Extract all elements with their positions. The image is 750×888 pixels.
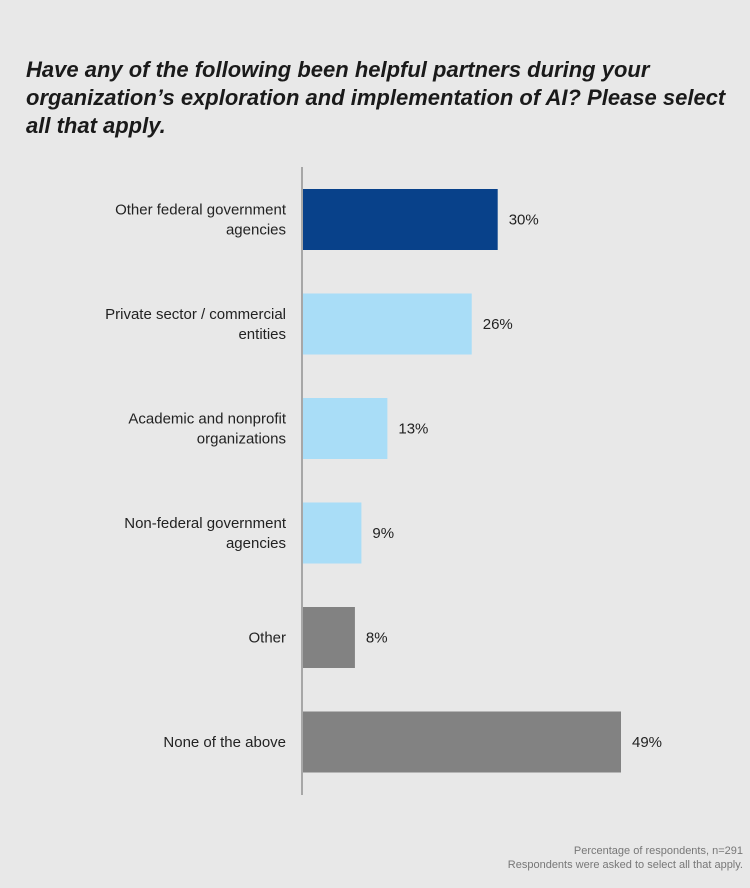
footnote-line-2: Respondents were asked to select all tha…	[507, 859, 743, 871]
bar-value-label: 8%	[366, 630, 388, 647]
bar-value-label: 13%	[398, 421, 428, 438]
bar	[303, 398, 388, 459]
bars-layer: 30% Other federal government agencies 26% Pr…	[105, 189, 662, 773]
bar	[303, 189, 498, 250]
category-label: entities	[238, 326, 286, 343]
category-label: Other	[248, 630, 286, 647]
bar-value-label: 30%	[509, 212, 539, 229]
bar-value-label: 49%	[632, 734, 662, 751]
footnote-line-1: Percentage of respondents, n=291	[573, 845, 743, 857]
category-label: agencies	[226, 222, 286, 239]
bar	[303, 293, 472, 355]
category-label: None of the above	[163, 734, 286, 751]
category-label: agencies	[226, 535, 286, 552]
category-label: Private sector / commercial	[105, 306, 286, 323]
category-label: Other federal government	[115, 202, 287, 219]
category-label: Academic and nonprofit	[128, 411, 286, 428]
footnote: Percentage of respondents, n=291 Respond…	[508, 844, 743, 872]
bar-value-label: 9%	[372, 525, 394, 542]
bar	[303, 607, 355, 668]
bar	[303, 711, 621, 773]
category-label: Non-federal government	[124, 515, 287, 532]
category-label: organizations	[197, 431, 286, 448]
bar	[303, 502, 362, 564]
chart-title: Have any of the following been helpful p…	[26, 57, 726, 138]
bar-value-label: 26%	[483, 316, 513, 333]
